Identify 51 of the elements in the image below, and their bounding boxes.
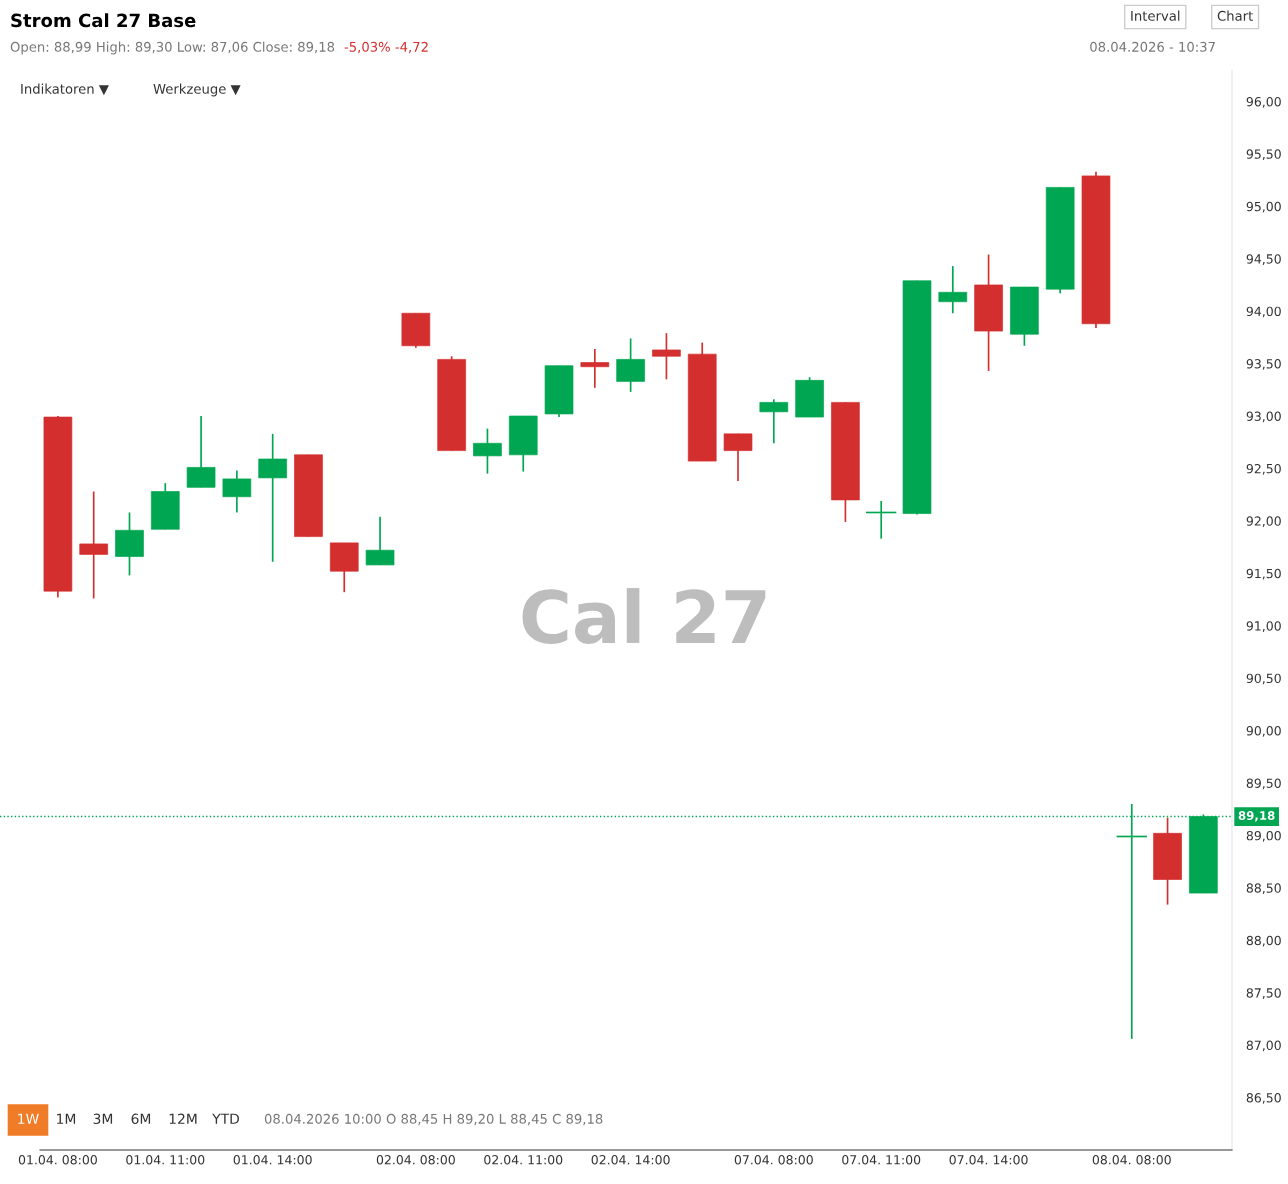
- text: 08.04.2026 - 10:37: [1090, 41, 1215, 52]
- x-tick-label: 08.04. 08:00: [1092, 1155, 1171, 1165]
- chart-subtitle: Open: 88,99 High: 89,30 Low: 87,06 Close: 89,18: [10, 41, 335, 55]
- candlestick: [580, 348, 610, 389]
- annotation: 6M: [131, 1113, 151, 1125]
- y-tick-label: 95,50: [1246, 149, 1281, 161]
- annotation: 08.04.2026 10:00 O 88,45 H 89,20 L 88,45 C 89,18: [264, 1113, 603, 1126]
- y-tick-label: 91,00: [1246, 621, 1281, 632]
- y-tick-label: 94,50: [1246, 254, 1281, 265]
- annotation: Indikatoren ▼: [21, 83, 109, 96]
- annotation: Werkzeuge ▼: [153, 83, 241, 97]
- y-tick-label: 93,00: [1246, 411, 1281, 423]
- annotation: Cal 27: [522, 588, 766, 644]
- x-tick-label: 07.04. 08:00: [734, 1155, 813, 1165]
- annotation: YTD: [212, 1113, 240, 1124]
- text: -5,03% -4,72: [344, 41, 428, 54]
- y-tick-label: 89,00: [1246, 830, 1281, 842]
- x-tick-label: 07.04. 11:00: [842, 1155, 921, 1165]
- candlestick: [79, 490, 108, 600]
- y-tick-label: 90,50: [1246, 673, 1281, 685]
- ref-line-label: 89,18: [1238, 811, 1275, 822]
- y-tick-label: 92,00: [1246, 516, 1281, 528]
- candlestick: [866, 500, 897, 540]
- x-tick-label: 02.04. 14:00: [591, 1155, 670, 1165]
- y-tick-label: 95,00: [1246, 201, 1281, 213]
- annotation: 1M: [57, 1113, 76, 1124]
- y-tick-label: 88,00: [1246, 935, 1281, 947]
- x-tick-label: 01.04. 08:00: [18, 1155, 97, 1165]
- candlestick: [652, 332, 681, 381]
- y-tick-label: 88,50: [1246, 883, 1281, 895]
- text: Chart: [1217, 10, 1253, 21]
- y-tick-label: 87,50: [1246, 988, 1281, 999]
- y-tick-label: 92,50: [1246, 463, 1281, 475]
- y-tick-label: 89,50: [1246, 778, 1281, 790]
- text: Interval: [1131, 10, 1180, 21]
- y-tick-label: 86,50: [1246, 1093, 1281, 1104]
- text: 1W: [18, 1113, 39, 1124]
- y-tick-label: 94,00: [1246, 306, 1281, 318]
- x-tick-label: 07.04. 14:00: [949, 1155, 1028, 1165]
- y-tick-label: 93,50: [1246, 359, 1281, 370]
- x-tick-label: 01.04. 11:00: [126, 1155, 205, 1165]
- annotation: 12M: [169, 1113, 197, 1124]
- x-tick-label: 01.04. 14:00: [233, 1155, 312, 1165]
- chart-title: Strom Cal 27 Base: [11, 13, 196, 28]
- y-tick-label: 91,50: [1246, 568, 1281, 580]
- y-tick-label: 90,00: [1246, 726, 1281, 737]
- x-tick-label: 02.04. 08:00: [376, 1155, 455, 1165]
- y-tick-label: 96,00: [1246, 96, 1281, 108]
- annotation: 3M: [93, 1113, 113, 1125]
- x-tick-label: 02.04. 11:00: [484, 1155, 563, 1165]
- y-tick-label: 87,00: [1246, 1040, 1281, 1052]
